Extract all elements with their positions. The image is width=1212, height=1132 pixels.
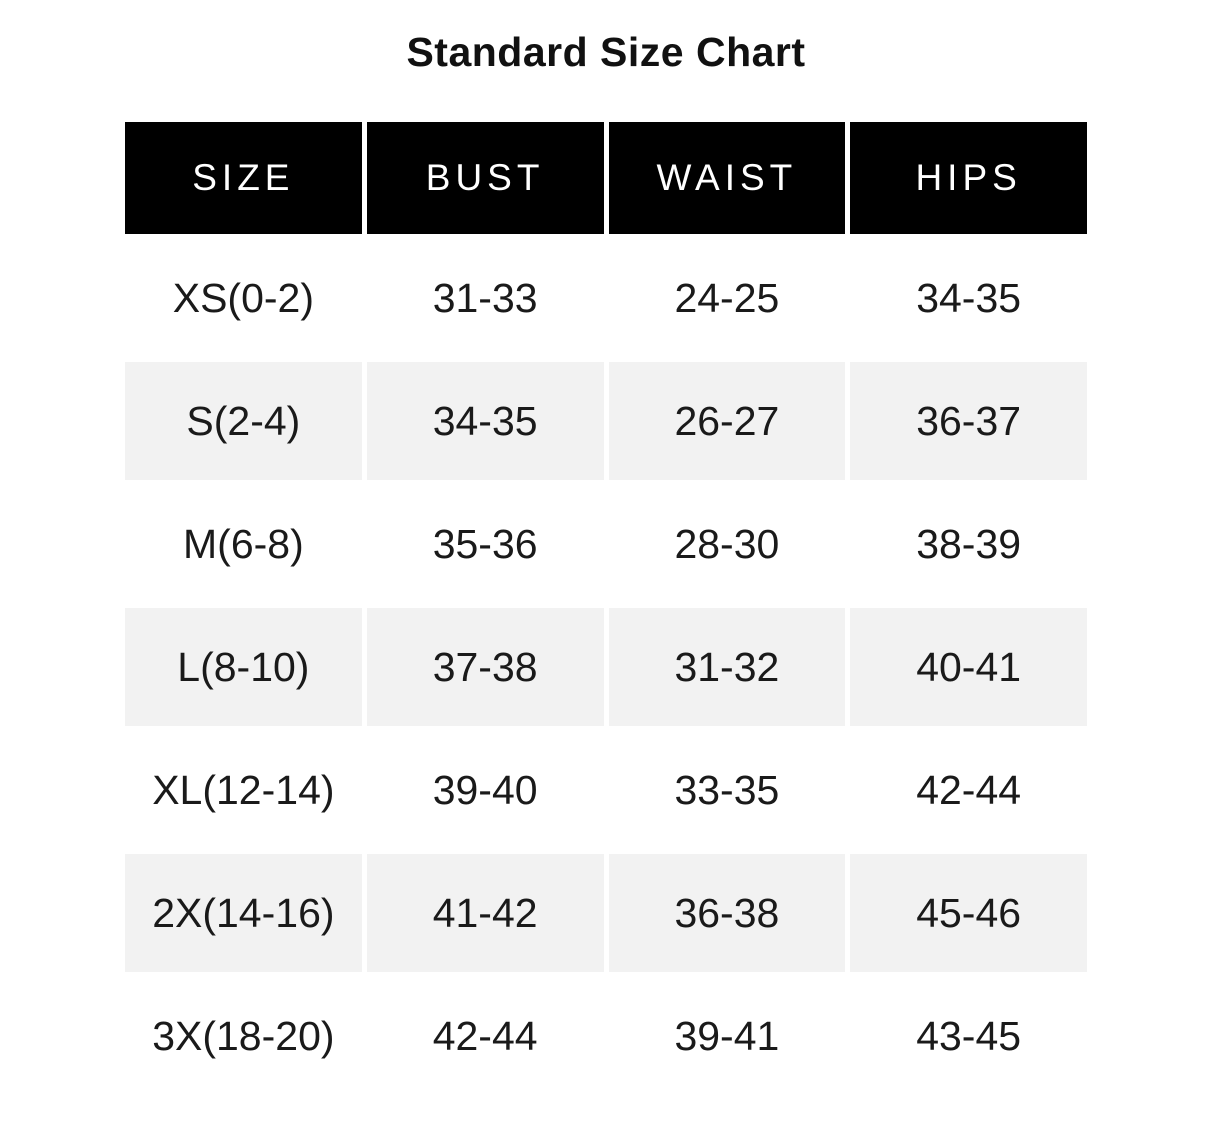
cell-size: 2X(14-16)	[125, 854, 362, 972]
cell-waist: 24-25	[608, 239, 846, 357]
table-row-3x: 3X(18-20) 42-44 39-41 43-45	[125, 977, 1087, 1095]
cell-bust: 35-36	[366, 485, 604, 603]
cell-size: XS(0-2)	[125, 239, 362, 357]
cell-bust: 37-38	[366, 608, 604, 726]
cell-waist: 36-38	[608, 854, 846, 972]
cell-waist: 28-30	[608, 485, 846, 603]
header-row: SIZE BUST WAIST HIPS	[125, 122, 1087, 234]
cell-waist: 33-35	[608, 731, 846, 849]
cell-size: S(2-4)	[125, 362, 362, 480]
cell-bust: 41-42	[366, 854, 604, 972]
cell-size: L(8-10)	[125, 608, 362, 726]
table-row-m: M(6-8) 35-36 28-30 38-39	[125, 485, 1087, 603]
cell-size: M(6-8)	[125, 485, 362, 603]
table-row-l: L(8-10) 37-38 31-32 40-41	[125, 608, 1087, 726]
size-chart-page: Standard Size Chart SIZE BUST WAIST HIPS…	[0, 28, 1212, 1100]
cell-hips: 42-44	[850, 731, 1087, 849]
header-cell-size: SIZE	[125, 122, 362, 234]
table-row-2x: 2X(14-16) 41-42 36-38 45-46	[125, 854, 1087, 972]
cell-hips: 43-45	[850, 977, 1087, 1095]
header-cell-bust: BUST	[366, 122, 604, 234]
cell-hips: 36-37	[850, 362, 1087, 480]
page-title: Standard Size Chart	[406, 29, 806, 75]
header-cell-waist: WAIST	[608, 122, 846, 234]
cell-size: XL(12-14)	[125, 731, 362, 849]
cell-hips: 45-46	[850, 854, 1087, 972]
cell-hips: 38-39	[850, 485, 1087, 603]
table-row-xs: XS(0-2) 31-33 24-25 34-35	[125, 239, 1087, 357]
cell-size: 3X(18-20)	[125, 977, 362, 1095]
cell-bust: 39-40	[366, 731, 604, 849]
cell-waist: 31-32	[608, 608, 846, 726]
cell-bust: 34-35	[366, 362, 604, 480]
cell-hips: 34-35	[850, 239, 1087, 357]
table-row-xl: XL(12-14) 39-40 33-35 42-44	[125, 731, 1087, 849]
cell-bust: 31-33	[366, 239, 604, 357]
cell-waist: 39-41	[608, 977, 846, 1095]
table-body: XS(0-2) 31-33 24-25 34-35 S(2-4) 34-35 2…	[125, 239, 1087, 1095]
cell-waist: 26-27	[608, 362, 846, 480]
cell-hips: 40-41	[850, 608, 1087, 726]
size-chart-table: SIZE BUST WAIST HIPS XS(0-2) 31-33 24-25…	[120, 117, 1092, 1100]
header-cell-hips: HIPS	[850, 122, 1087, 234]
cell-bust: 42-44	[366, 977, 604, 1095]
table-row-s: S(2-4) 34-35 26-27 36-37	[125, 362, 1087, 480]
table-header: SIZE BUST WAIST HIPS	[125, 122, 1087, 234]
